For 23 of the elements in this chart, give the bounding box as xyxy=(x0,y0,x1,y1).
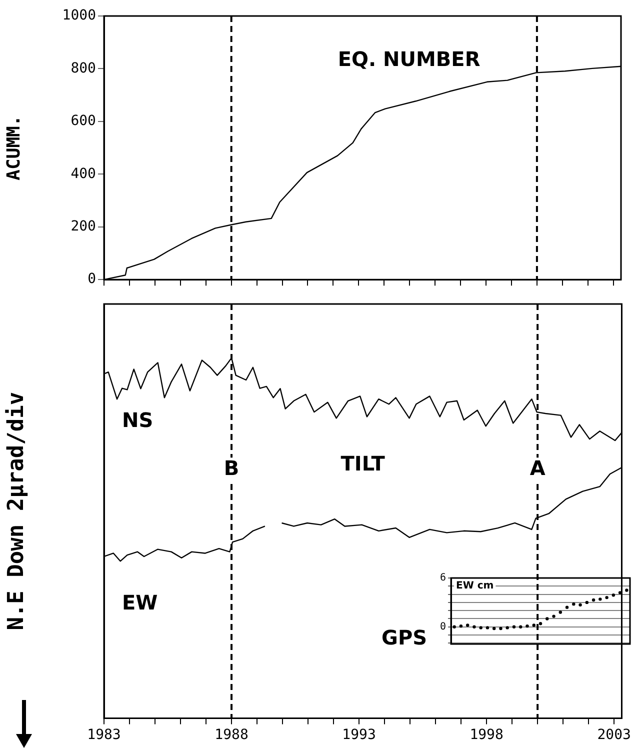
y-tick-label: 0 xyxy=(440,621,446,632)
ref-line-label: B xyxy=(224,456,240,480)
x-tick-label: 2003 xyxy=(597,727,631,744)
y-tick-label: 0 xyxy=(88,271,96,288)
series-label: EW xyxy=(122,590,158,615)
y-tick-label: 6 xyxy=(440,572,446,584)
x-tick-label: 1998 xyxy=(470,727,504,744)
x-tick-label: 1983 xyxy=(87,727,121,744)
y-tick-label: 600 xyxy=(70,113,96,130)
x-tick-label: 1993 xyxy=(342,727,376,744)
ref-line-label: A xyxy=(530,456,546,480)
annotation: EQ. NUMBER xyxy=(338,47,480,72)
y-tick-label: 200 xyxy=(70,218,96,235)
series-label: NS xyxy=(122,408,154,432)
y-tick-label: 400 xyxy=(70,166,96,182)
annotation: TILT xyxy=(340,452,386,476)
y-axis-title: ACUMM. xyxy=(3,115,24,180)
y-tick-label: 1000 xyxy=(62,8,96,24)
annotation: GPS xyxy=(382,626,428,650)
y-axis-title: N.E Down 2μrad/div xyxy=(4,392,29,630)
chart-title: EW cm xyxy=(456,580,494,592)
x-tick-label: 1988 xyxy=(214,727,248,744)
y-tick-label: 800 xyxy=(70,60,96,76)
